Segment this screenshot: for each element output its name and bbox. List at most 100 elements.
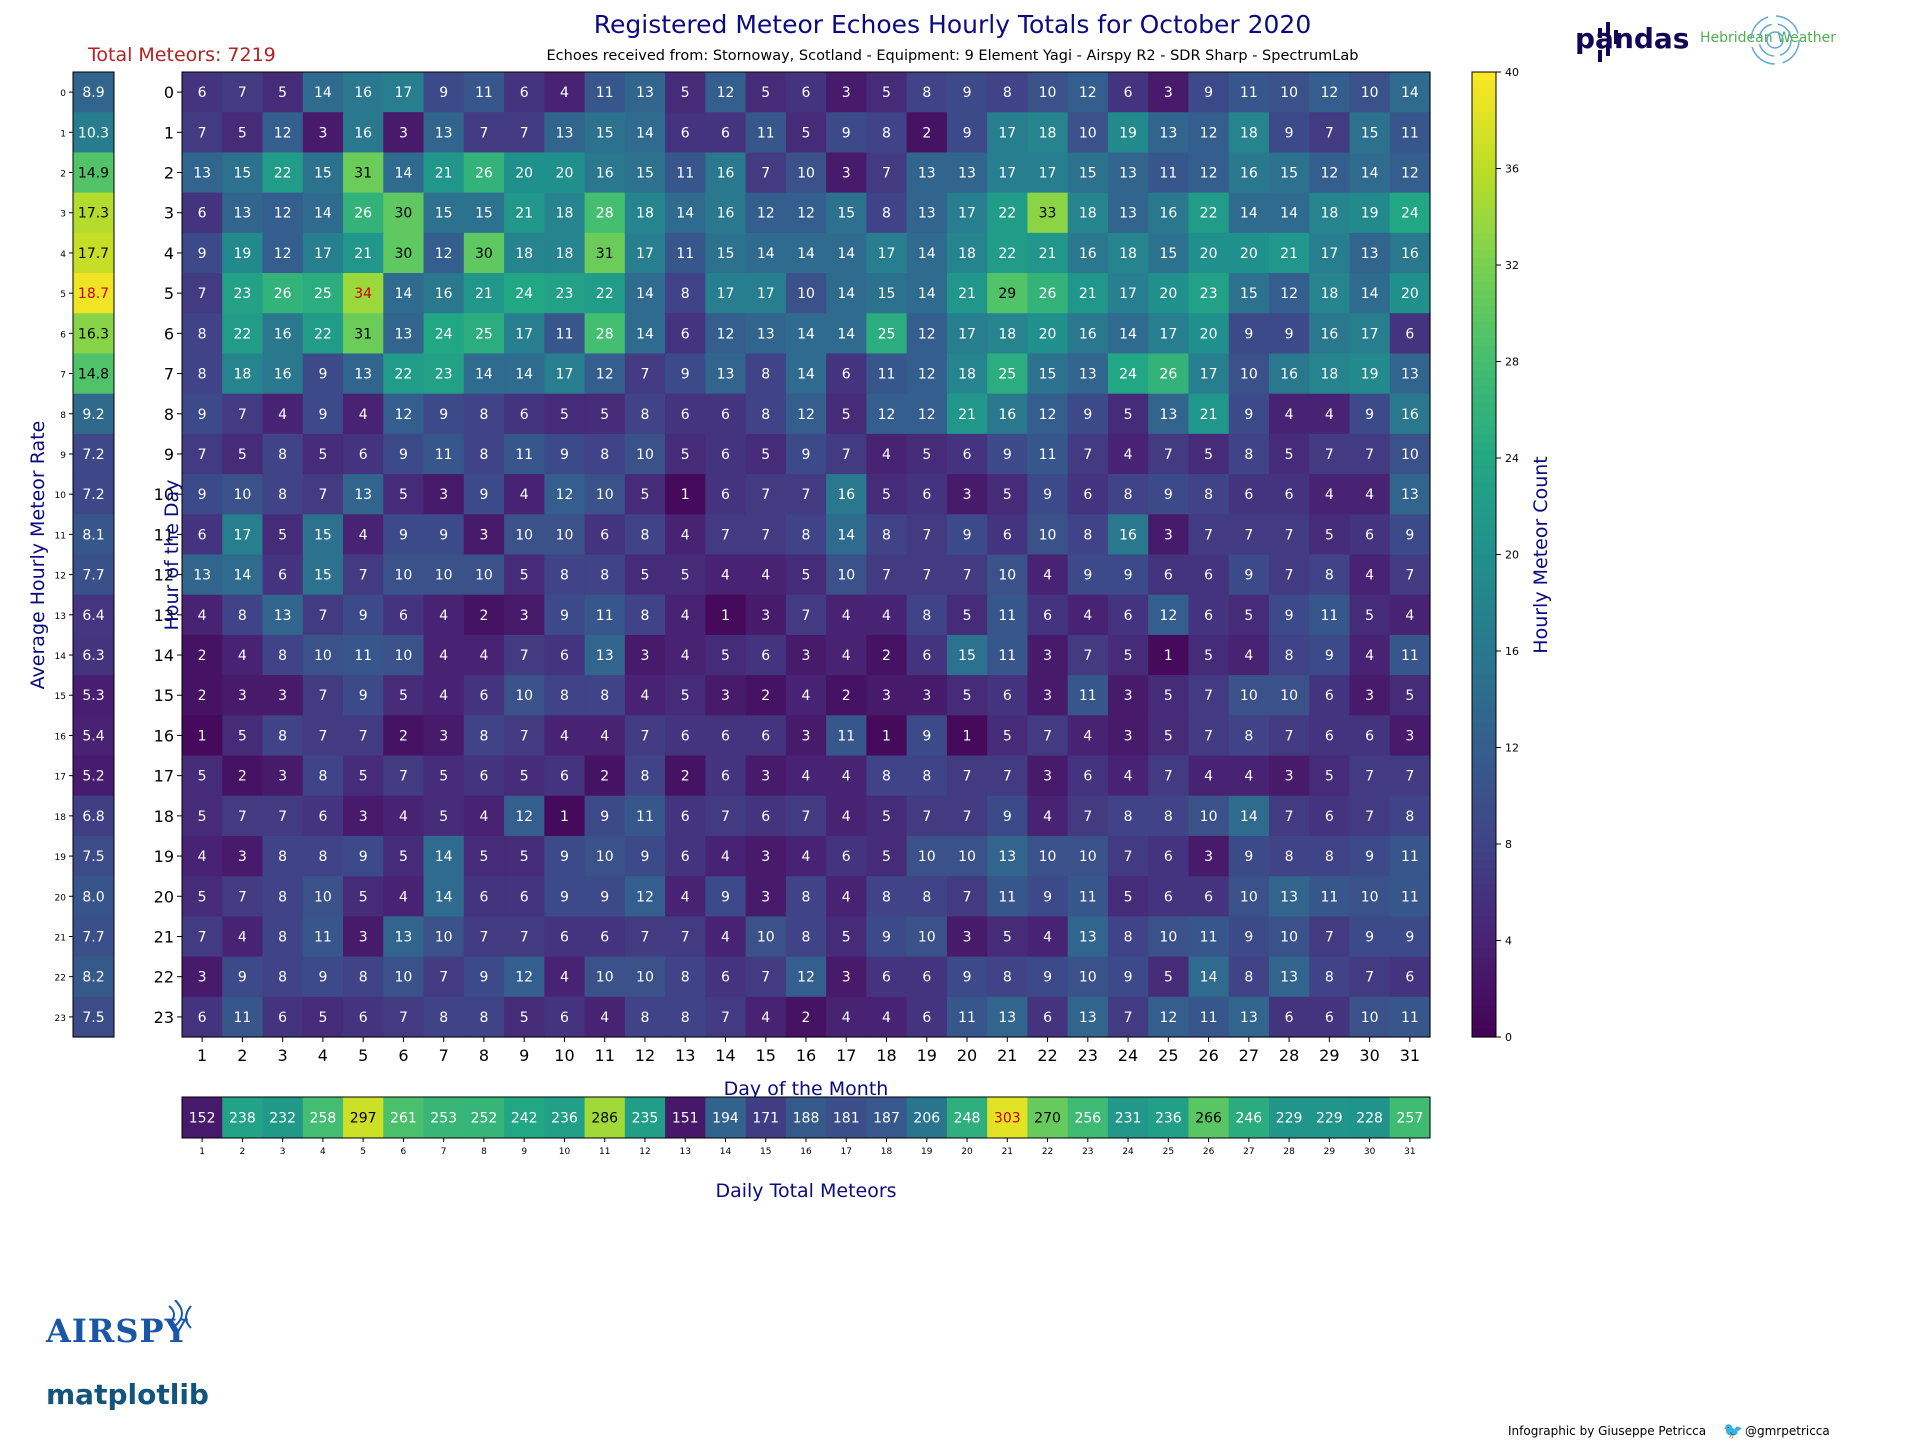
- heatmap-cell: [1067, 634, 1109, 676]
- heatmap-cell: [1389, 313, 1431, 355]
- day-tick-label: 8: [479, 1046, 489, 1065]
- cell-value-label: 5: [681, 85, 690, 101]
- cell-value-label: 8: [600, 568, 609, 584]
- heatmap-cell: [906, 393, 948, 435]
- heatmap-cell: [866, 755, 908, 797]
- daily-day-label: 19: [921, 1147, 933, 1157]
- cell-value-label: 6: [922, 970, 931, 986]
- colorbar-tick-label: 36: [1505, 163, 1519, 176]
- colorbar-segment: [1472, 385, 1496, 395]
- heatmap-cell: [584, 474, 626, 515]
- average-value-label: 7.2: [82, 447, 104, 463]
- cell-value-label: 3: [1043, 769, 1052, 785]
- cell-value-label: 14: [636, 326, 654, 342]
- cell-value-label: 8: [761, 407, 770, 423]
- cell-value-label: 3: [842, 166, 851, 182]
- cell-value-label: 12: [435, 246, 453, 262]
- cell-value-label: 13: [1079, 929, 1097, 945]
- cell-value-label: 5: [439, 809, 448, 825]
- cell-value-label: 22: [998, 246, 1016, 262]
- cell-value-label: 24: [1401, 206, 1419, 222]
- cell-value-label: 3: [802, 648, 811, 664]
- heatmap-cell: [1309, 996, 1351, 1038]
- heatmap-cell: [785, 393, 827, 435]
- heatmap-cell: [1148, 72, 1190, 113]
- twitter-handle[interactable]: @gmrpetricca: [1745, 1424, 1830, 1438]
- heatmap-cell: [504, 554, 545, 596]
- average-cell: [73, 273, 114, 314]
- cell-value-label: 17: [556, 367, 574, 383]
- heatmap-cell: [1228, 313, 1270, 355]
- cell-value-label: 5: [198, 769, 207, 785]
- heatmap-cell: [987, 835, 1029, 877]
- daily-day-label: 14: [720, 1147, 732, 1157]
- cell-value-label: 9: [963, 970, 972, 986]
- heatmap-cell: [262, 916, 304, 958]
- heatmap-cell: [987, 393, 1029, 435]
- cell-value-label: 17: [757, 286, 775, 302]
- cell-value-label: 10: [435, 568, 453, 584]
- heatmap-cell: [1107, 675, 1149, 716]
- cell-value-label: 2: [761, 688, 770, 704]
- heatmap-cell: [946, 232, 988, 274]
- heatmap-cell: [1067, 433, 1109, 475]
- cell-value-label: 18: [233, 367, 251, 383]
- cell-value-label: 9: [842, 125, 851, 141]
- cell-value-label: 6: [198, 527, 207, 543]
- heatmap-cell: [423, 996, 465, 1038]
- cell-value-label: 7: [721, 527, 730, 543]
- heatmap-cell: [1349, 273, 1391, 314]
- heatmap-cell: [1268, 634, 1310, 676]
- cell-value-label: 1: [681, 487, 690, 503]
- heatmap-cell: [1309, 916, 1351, 958]
- heatmap-cell: [584, 715, 626, 757]
- cell-value-label: 12: [1320, 166, 1338, 182]
- daily-total-cell: [1148, 1097, 1190, 1138]
- cell-value-label: 3: [842, 85, 851, 101]
- cell-value-label: 4: [882, 608, 891, 624]
- heatmap-cell: [946, 72, 988, 113]
- cell-value-label: 4: [882, 447, 891, 463]
- heatmap-cell: [705, 112, 747, 154]
- daily-total-label: 252: [471, 1111, 498, 1127]
- colorbar-segment: [1472, 610, 1496, 620]
- heatmap-cell: [584, 313, 626, 355]
- cell-value-label: 6: [600, 929, 609, 945]
- heatmap-cell: [1228, 634, 1270, 676]
- heatmap-cell: [745, 273, 787, 314]
- cell-value-label: 24: [1119, 367, 1137, 383]
- colorbar-segment: [1472, 104, 1496, 113]
- heatmap-cell: [624, 313, 666, 355]
- cell-value-label: 6: [1244, 487, 1253, 503]
- heatmap-cell: [906, 72, 948, 113]
- heatmap-cell: [785, 594, 827, 636]
- daily-day-label: 24: [1122, 1147, 1134, 1157]
- heatmap-cell: [705, 876, 747, 917]
- hour-tick-label: 13: [154, 606, 174, 625]
- hour-tick-label: 11: [154, 525, 174, 544]
- cell-value-label: 8: [318, 849, 327, 865]
- day-tick-label: 7: [439, 1046, 449, 1065]
- cell-value-label: 6: [520, 85, 529, 101]
- heatmap-cell: [584, 675, 626, 716]
- heatmap-cell: [423, 474, 465, 515]
- colorbar-segment: [1472, 514, 1496, 523]
- heatmap-cell: [343, 353, 384, 395]
- cell-value-label: 6: [1204, 889, 1213, 905]
- cell-value-label: 14: [1240, 809, 1258, 825]
- heatmap-cell: [343, 393, 384, 435]
- cell-value-label: 8: [1124, 929, 1133, 945]
- cell-value-label: 13: [998, 1010, 1016, 1026]
- cell-value-label: 4: [439, 688, 448, 704]
- heatmap-cell: [705, 152, 747, 194]
- heatmap-cell: [182, 112, 223, 154]
- cell-value-label: 9: [922, 728, 931, 744]
- colorbar-segment: [1472, 329, 1496, 338]
- cell-value-label: 13: [395, 326, 413, 342]
- heatmap-cell: [222, 755, 264, 797]
- heatmap-cell: [866, 715, 908, 757]
- cell-value-label: 10: [918, 849, 936, 865]
- cell-value-label: 8: [641, 527, 650, 543]
- heatmap-cell: [785, 313, 827, 355]
- cell-value-label: 16: [1119, 527, 1137, 543]
